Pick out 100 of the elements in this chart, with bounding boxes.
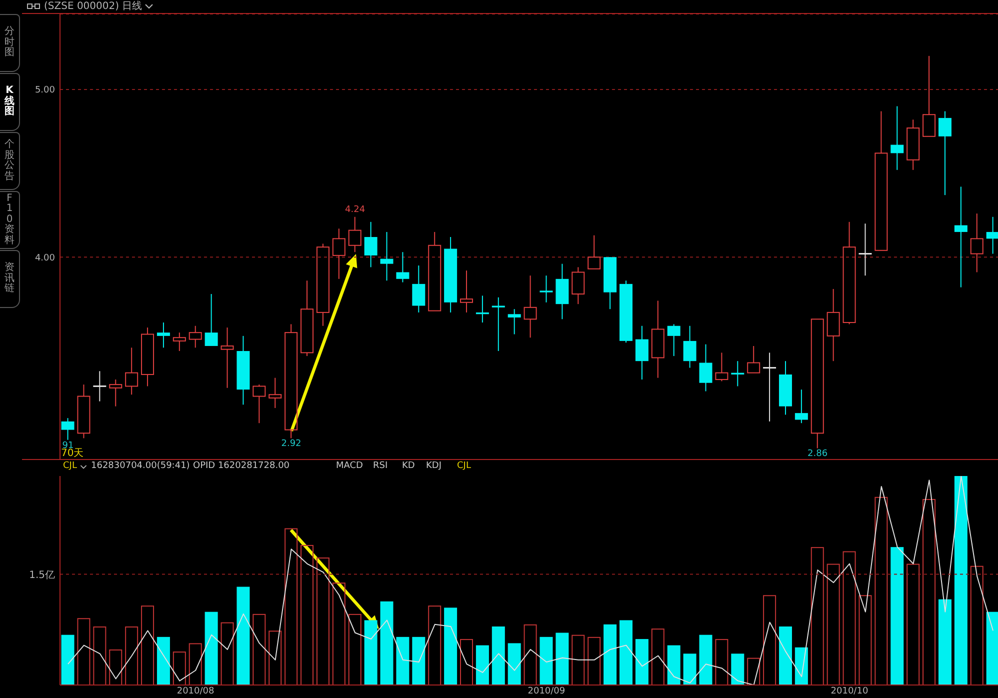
text: MACD bbox=[336, 461, 363, 472]
bar bbox=[747, 658, 760, 685]
bar bbox=[683, 654, 696, 685]
candlestick bbox=[220, 327, 234, 388]
text: 162830704.00(59:41) bbox=[91, 461, 190, 472]
bar bbox=[508, 643, 521, 685]
bar bbox=[794, 647, 808, 685]
bar bbox=[61, 634, 74, 685]
candlestick bbox=[683, 325, 696, 368]
candlestick bbox=[460, 270, 474, 313]
bar bbox=[572, 634, 585, 685]
bar bbox=[204, 612, 218, 685]
bar bbox=[444, 608, 458, 685]
bar bbox=[93, 626, 106, 685]
candlestick bbox=[332, 228, 346, 280]
candlestick bbox=[109, 379, 122, 407]
candlestick bbox=[906, 119, 920, 170]
bar bbox=[604, 624, 617, 685]
x-tick-label: 2010/08 bbox=[176, 686, 215, 696]
candlestick bbox=[938, 110, 952, 196]
candlestick bbox=[172, 332, 186, 352]
candlestick bbox=[300, 280, 314, 357]
bar bbox=[524, 624, 537, 685]
candlestick bbox=[794, 389, 808, 424]
candlestick bbox=[156, 322, 170, 348]
candlestick bbox=[61, 418, 74, 440]
bar bbox=[492, 626, 505, 685]
text: KDJ bbox=[426, 461, 442, 472]
candlestick bbox=[858, 223, 872, 276]
tab: 个股公告 bbox=[0, 132, 20, 190]
bar bbox=[348, 614, 362, 685]
bar bbox=[986, 612, 998, 685]
bar bbox=[364, 620, 378, 685]
candlestick bbox=[667, 324, 680, 357]
bar bbox=[556, 632, 569, 685]
bar bbox=[699, 634, 712, 685]
text: CJL bbox=[457, 461, 471, 472]
bar bbox=[810, 547, 824, 685]
bar bbox=[77, 618, 90, 685]
candlestick bbox=[77, 384, 90, 439]
candlestick bbox=[380, 231, 394, 282]
bar bbox=[125, 626, 138, 685]
tab: 资讯链 bbox=[0, 250, 20, 308]
bar bbox=[476, 645, 489, 685]
bar bbox=[858, 595, 872, 685]
text: RSI bbox=[373, 461, 388, 472]
candlestick bbox=[125, 347, 138, 396]
bar bbox=[763, 595, 776, 685]
bar bbox=[635, 639, 648, 685]
candlestick bbox=[890, 106, 904, 170]
bar bbox=[619, 620, 632, 685]
candlestick bbox=[986, 216, 998, 254]
candlestick bbox=[635, 325, 648, 380]
candlestick bbox=[476, 295, 489, 324]
candlestick bbox=[826, 288, 840, 362]
text: OPID 1620281728.00 bbox=[193, 461, 290, 472]
bar bbox=[906, 564, 920, 685]
candlestick bbox=[954, 186, 968, 288]
candlestick bbox=[970, 213, 984, 273]
bar bbox=[842, 551, 856, 685]
bar bbox=[667, 645, 680, 685]
ref-line-label: 1.5亿 bbox=[29, 570, 55, 581]
bar bbox=[316, 558, 330, 685]
bar bbox=[922, 498, 936, 685]
tab: K线图 bbox=[0, 73, 20, 131]
bar bbox=[284, 528, 298, 685]
candlestick bbox=[412, 265, 426, 313]
bar bbox=[156, 636, 170, 685]
candlestick bbox=[762, 352, 777, 422]
candlestick bbox=[204, 294, 218, 346]
annotation: 2.86 bbox=[808, 449, 828, 460]
bar bbox=[428, 606, 442, 685]
bar bbox=[220, 622, 234, 685]
candlestick bbox=[316, 243, 330, 326]
x-tick-label: 2010/09 bbox=[528, 686, 566, 696]
bar bbox=[970, 566, 984, 685]
x-tick-label: 2010/10 bbox=[830, 686, 868, 696]
bar bbox=[396, 636, 410, 685]
bar bbox=[651, 628, 664, 685]
tab: 分时图 bbox=[0, 14, 20, 72]
annotation: 70天 bbox=[61, 448, 84, 459]
bar bbox=[826, 564, 840, 685]
text: KD bbox=[402, 461, 415, 472]
bar bbox=[109, 649, 122, 685]
bar bbox=[332, 582, 346, 685]
bar bbox=[188, 643, 202, 685]
bar bbox=[588, 636, 601, 685]
bar bbox=[236, 586, 250, 685]
candlestick bbox=[492, 296, 505, 352]
bar bbox=[874, 496, 888, 685]
bar bbox=[300, 544, 314, 685]
bar bbox=[172, 652, 186, 685]
tab: F10资料 bbox=[0, 191, 20, 249]
candlestick bbox=[524, 275, 537, 338]
chart-title: CJL bbox=[63, 461, 77, 472]
bar bbox=[890, 547, 904, 685]
bar bbox=[938, 599, 952, 685]
bar bbox=[380, 601, 394, 685]
candlestick bbox=[572, 266, 585, 305]
bar bbox=[778, 626, 792, 685]
